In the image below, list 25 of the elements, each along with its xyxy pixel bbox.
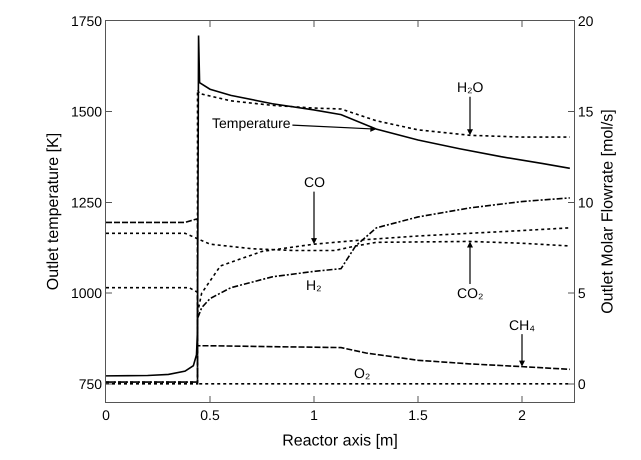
series-label: H₂ [306,277,322,293]
text: H₂O [457,79,484,95]
series-label: O₂ [354,365,370,381]
text: CO₂ [457,285,484,301]
y-tick-label: 1750 [70,12,102,29]
y2-tick-label: 5 [578,285,586,302]
y-tick-label: 1250 [70,194,102,210]
y-axis-title: Outlet temperature [K] [44,132,62,290]
y2-tick-label: 20 [578,12,594,29]
x-tick-label: 1.5 [408,406,428,423]
x-tick-label: 1 [310,406,318,423]
y2-tick-label: 0 [578,376,586,392]
series-label: Temperature [212,115,291,131]
text: CH₄ [509,317,536,333]
y2-axis-title: Outlet Molar Flowrate [mol/s] [599,109,616,314]
y2-tick-label: 10 [578,194,594,210]
x-axis-title: Reactor axis [m] [282,432,398,450]
x-tick-label: 0.5 [200,406,220,423]
x-tick-label: 2 [518,406,526,423]
text: CO [304,174,326,190]
y-tick-label: 1500 [70,104,102,120]
y2-tick-label: 15 [578,104,594,120]
x-tick-label: 0 [102,406,110,423]
y-tick-label: 1000 [70,285,102,302]
y-tick-label: 750 [78,376,102,392]
